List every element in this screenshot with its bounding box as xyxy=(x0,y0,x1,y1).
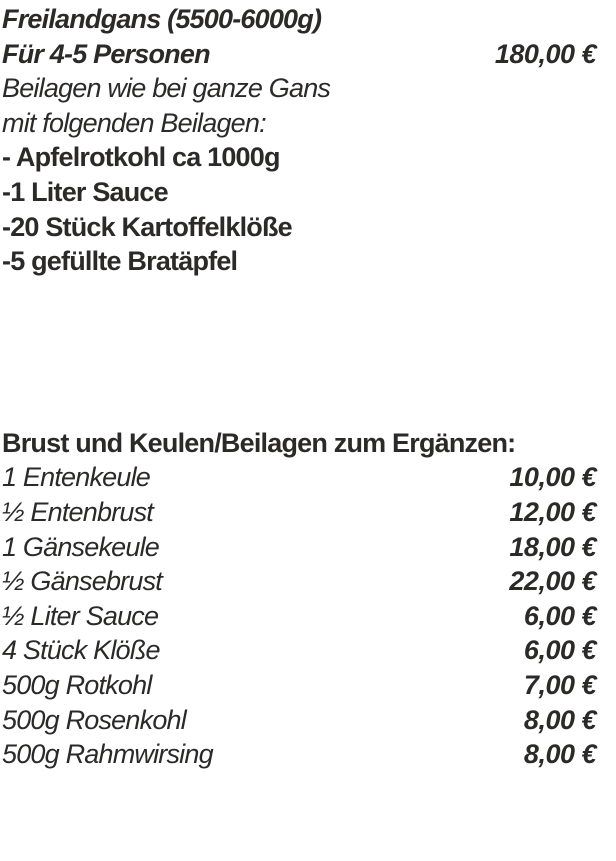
menu-item-row: ½ Gänsebrust 22,00 € xyxy=(2,564,596,599)
item-name: 4 Stück Klöße xyxy=(2,635,160,666)
item-name: 500g Rotkohl xyxy=(2,669,152,700)
menu-item-row: 500g Rotkohl 7,00 € xyxy=(2,668,597,703)
item-price: 10,00 € xyxy=(509,462,596,493)
item-price: 7,00 € xyxy=(523,669,597,700)
item-price: 6,00 € xyxy=(523,600,597,631)
side-item: - Apfelrotkohl ca 1000g xyxy=(2,142,280,173)
item-name: 1 Gänsekeule xyxy=(2,531,160,562)
note-line: Beilagen wie bei ganze Gans xyxy=(2,73,331,104)
extras-section: Brust und Keulen/Beilagen zum Ergänzen: … xyxy=(2,426,597,772)
section-title: Freilandgans (5500-6000g) xyxy=(2,4,322,34)
menu-item-row: 1 Entenkeule 10,00 € xyxy=(2,460,596,495)
serving-row: Für 4-5 Personen 180,00 € xyxy=(2,37,597,72)
side-item: -5 gefüllte Bratäpfel xyxy=(2,246,238,277)
item-price: 22,00 € xyxy=(509,566,596,597)
item-name: 500g Rahmwirsing xyxy=(2,739,214,770)
menu-item-row: 500g Rahmwirsing 8,00 € xyxy=(2,737,597,772)
extras-heading: Brust und Keulen/Beilagen zum Ergänzen: xyxy=(2,427,516,458)
serving-label: Für 4-5 Personen xyxy=(2,38,211,69)
menu-item-row: ½ Entenbrust 12,00 € xyxy=(2,495,596,530)
item-name: ½ Gänsebrust xyxy=(2,566,163,597)
menu-item-row: 1 Gänsekeule 18,00 € xyxy=(2,530,596,565)
item-price: 8,00 € xyxy=(523,704,597,735)
item-name: 500g Rosenkohl xyxy=(2,704,187,735)
note-line: mit folgenden Beilagen: xyxy=(2,107,267,138)
menu-item-row: 4 Stück Klöße 6,00 € xyxy=(2,633,597,668)
serving-price: 180,00 € xyxy=(494,38,597,69)
item-price: 6,00 € xyxy=(523,635,597,666)
item-price: 8,00 € xyxy=(523,739,597,770)
item-price: 12,00 € xyxy=(509,496,596,527)
side-item: -1 Liter Sauce xyxy=(2,176,169,207)
menu-item-row: ½ Liter Sauce 6,00 € xyxy=(2,599,597,634)
item-name: 1 Entenkeule xyxy=(2,462,151,493)
item-name: ½ Liter Sauce xyxy=(2,600,159,631)
item-name: ½ Entenbrust xyxy=(2,496,154,527)
side-item: -20 Stück Kartoffelklöße xyxy=(2,211,293,242)
item-price: 18,00 € xyxy=(509,531,596,562)
goose-section: Freilandgans (5500-6000g) Für 4-5 Person… xyxy=(2,2,597,279)
menu-item-row: 500g Rosenkohl 8,00 € xyxy=(2,703,597,738)
